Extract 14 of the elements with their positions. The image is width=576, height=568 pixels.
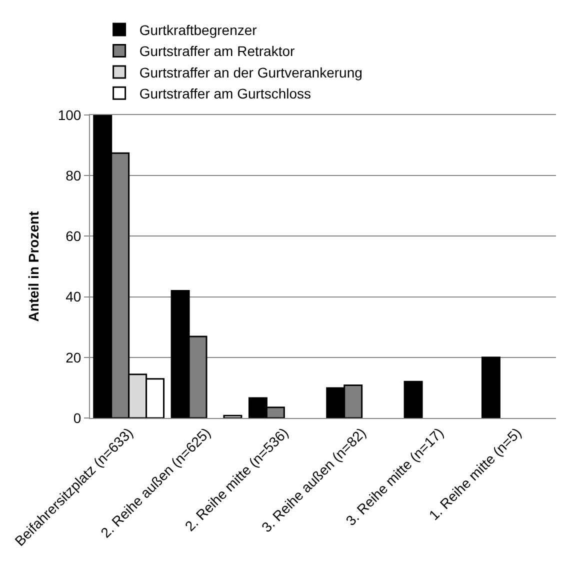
y-tick-label: 100 xyxy=(58,106,82,123)
legend-label: Gurtstraffer an der Gurtverankerung xyxy=(139,64,362,80)
legend-label: Gurtstraffer am Retraktor xyxy=(139,43,295,60)
bar xyxy=(481,356,500,418)
bar xyxy=(223,414,242,418)
legend-label: Gurtkraftbegrenzer xyxy=(139,22,258,38)
legend-label: Gurtstraffer am Gurtschloss xyxy=(139,86,312,102)
y-tick-label: 80 xyxy=(66,168,82,184)
y-tick-label: 20 xyxy=(66,349,82,366)
y-tick-label: 40 xyxy=(66,288,82,305)
y-tick-label: 60 xyxy=(66,228,82,244)
y-tick-label: 0 xyxy=(73,410,82,426)
y-axis-title: Anteil in Prozent xyxy=(25,210,42,322)
bar xyxy=(404,380,423,418)
